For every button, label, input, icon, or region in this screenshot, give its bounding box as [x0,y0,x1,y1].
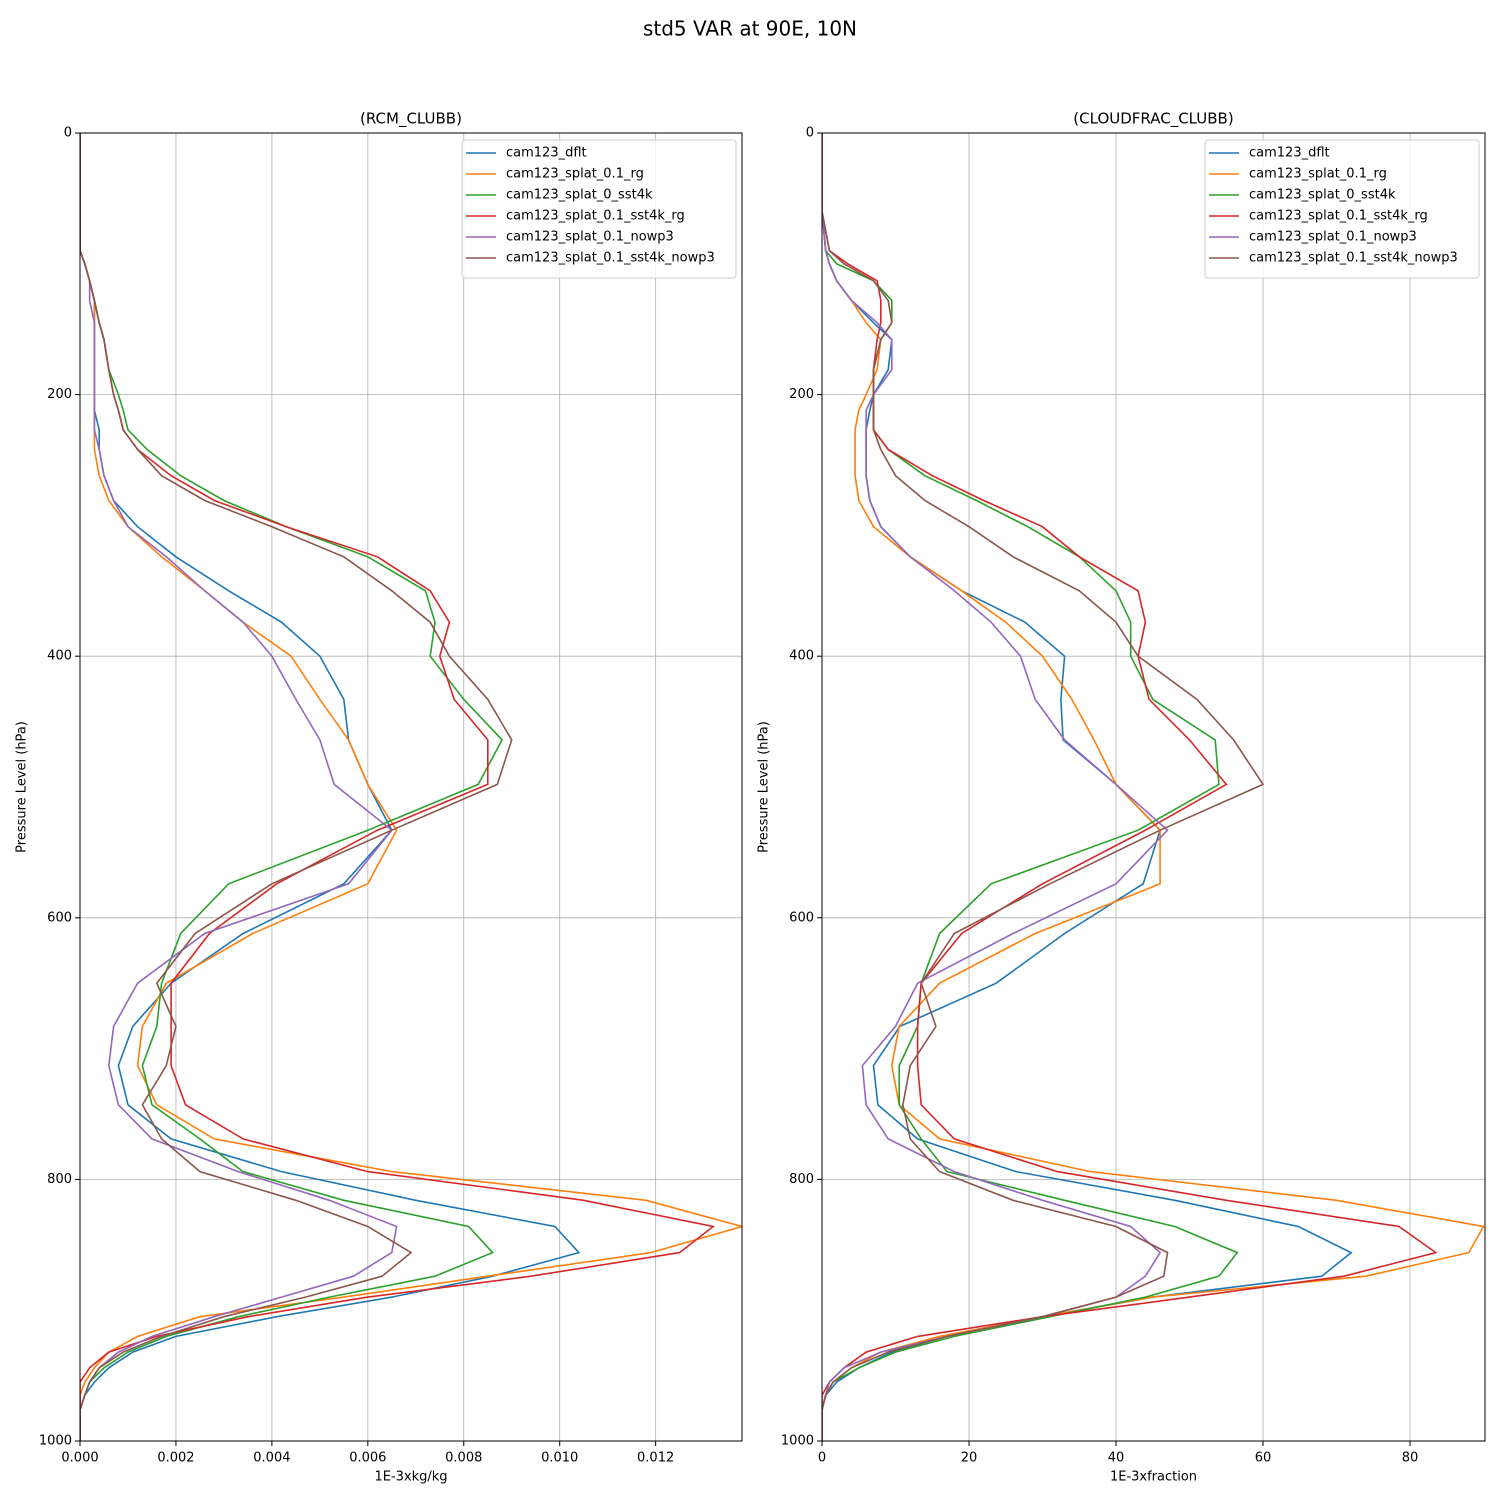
axes-title: (CLOUDFRAC_CLUBB) [1073,110,1233,129]
y-tick-label: 600 [47,910,72,925]
axes-frame [79,132,743,1442]
y-tick-label: 200 [789,387,814,402]
legend-label: cam123_splat_0_sst4k [506,188,653,203]
x-tick-label: 0.000 [61,1451,98,1466]
figure-title: std5 VAR at 90E, 10N [643,17,857,41]
x-axis-label: 1E-3xkg/kg [374,1470,447,1485]
legend-label: cam123_splat_0.1_sst4k_rg [506,209,685,224]
y-tick-label: 1000 [781,1434,814,1449]
legend-label: cam123_splat_0_sst4k [1249,188,1396,203]
axes-frame [821,132,1486,1442]
legend-label: cam123_splat_0.1_sst4k_nowp3 [1249,251,1458,266]
y-tick-label: 0 [64,126,72,141]
legend-label: cam123_splat_0.1_nowp3 [1249,230,1417,245]
y-tick-label: 800 [47,1172,72,1187]
x-tick-label: 0 [818,1451,826,1466]
y-tick-label: 600 [789,910,814,925]
series-line [80,133,398,1441]
x-tick-label: 20 [961,1451,978,1466]
legend-label: cam123_splat_0.1_sst4k_nowp3 [506,251,715,266]
legend-label: cam123_dflt [506,146,587,161]
y-tick-label: 0 [806,126,814,141]
y-axis-label: Pressure Level (hPa) [757,721,772,853]
legend-box [461,139,737,279]
x-tick-label: 0.008 [445,1451,482,1466]
x-tick-label: 80 [1402,1451,1419,1466]
y-axis-label: Pressure Level (hPa) [15,721,30,853]
legend-label: cam123_splat_0.1_sst4k_rg [1249,209,1428,224]
x-tick-label: 0.012 [637,1451,674,1466]
legend-label: cam123_splat_0.1_nowp3 [506,230,674,245]
x-tick-label: 0.002 [157,1451,194,1466]
legend-label: cam123_splat_0.1_rg [1249,167,1387,182]
y-tick-label: 200 [47,387,72,402]
x-tick-label: 40 [1108,1451,1125,1466]
y-tick-label: 400 [789,649,814,664]
x-tick-label: 0.004 [253,1451,290,1466]
y-tick-label: 800 [789,1172,814,1187]
legend-label: cam123_dflt [1249,146,1330,161]
x-tick-label: 0.006 [349,1451,386,1466]
x-axis-label: 1E-3xfraction [1110,1470,1197,1485]
legend-label: cam123_splat_0.1_rg [506,167,644,182]
series-line [80,133,513,1441]
legend-box [1204,139,1480,279]
y-tick-label: 1000 [39,1434,72,1449]
y-tick-label: 400 [47,649,72,664]
x-tick-label: 60 [1255,1451,1272,1466]
x-tick-label: 0.010 [541,1451,578,1466]
axes-title: (RCM_CLUBB) [360,110,462,129]
series-line [822,133,1438,1441]
series-line [822,133,1265,1441]
